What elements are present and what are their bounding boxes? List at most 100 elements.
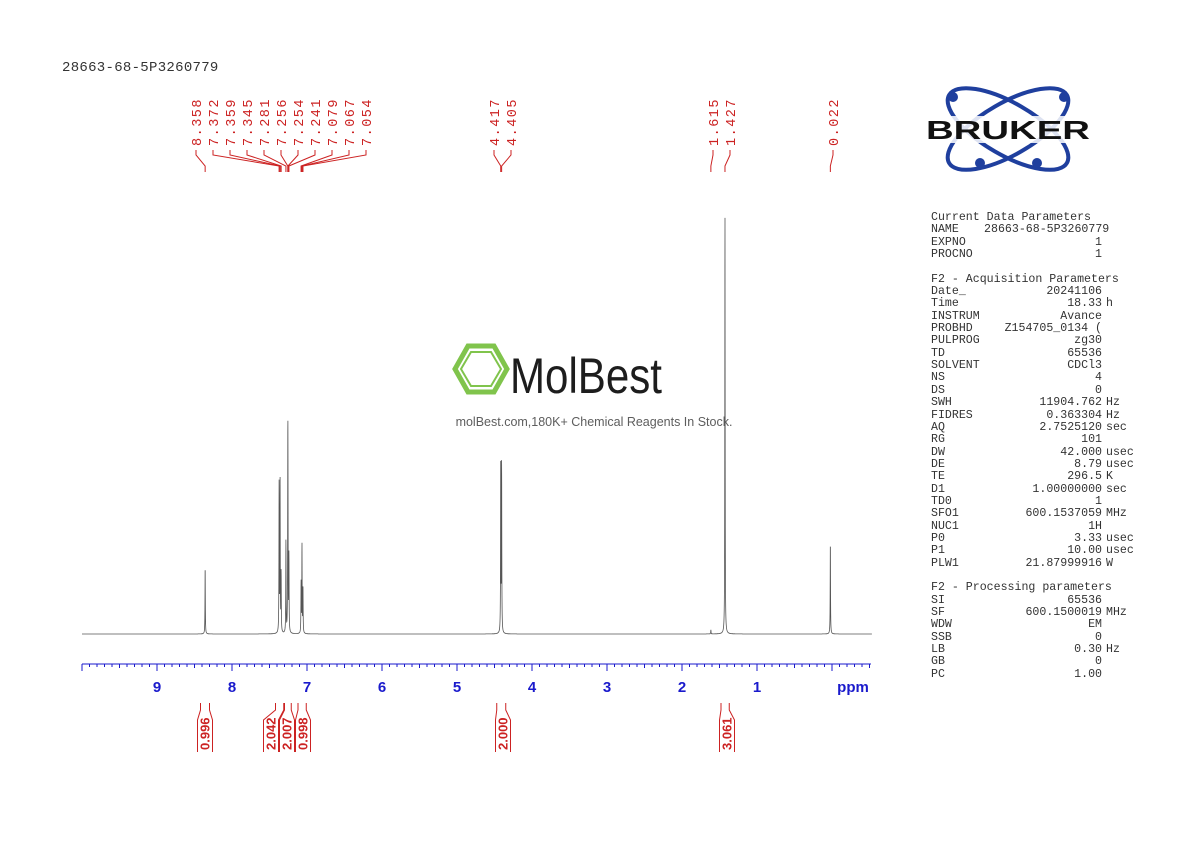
x-tick-label: 3 [603,679,611,696]
param-value: 1 [1095,235,1102,249]
param-key: SOLVENT [931,359,980,373]
param-unit [1102,656,1136,668]
bruker-logo: BRUKER [924,86,1092,172]
param-key: EXPNO [931,235,966,249]
param-key: NUC1 [931,519,959,533]
x-tick-label: 5 [453,679,461,696]
param-value: 2.7525120 [1039,420,1102,434]
param-unit: MHz [1106,507,1127,521]
x-tick-label: 4 [528,679,537,696]
param-key: PROBHD [931,322,973,336]
peak-label: 7.359 [225,98,240,146]
param-value: 0.363304 [1046,408,1102,422]
peak-label: 7.067 [344,98,359,146]
peak-label: 4.417 [489,98,504,146]
param-row: SFO1 600.1537059 MHz [931,507,1136,521]
param-row: Date_ 20241106 [931,285,1136,298]
param-value: 1.00 [1074,667,1102,681]
param-key: DS [931,383,945,397]
param-value: 0 [1095,630,1102,644]
param-section-heading: F2 - Processing parameters [931,581,1112,595]
param-unit [1102,323,1136,335]
peak-label: 7.054 [361,98,376,146]
param-unit: usec [1106,531,1134,545]
peak-label-leader [493,150,502,172]
param-value: 65536 [1067,346,1102,360]
param-key: FIDRES [931,408,973,422]
param-unit: usec [1106,445,1134,459]
watermark-tagline: molBest.com,180K+ Chemical Reagents In S… [456,415,733,429]
param-row: TD 65536 [931,346,1136,360]
param-value: 65536 [1067,593,1102,607]
ppm-axis: 9 8 7 6 5 4 3 2 1 [81,663,871,696]
integral-bracket [719,703,722,752]
param-value: 1H [1088,519,1102,533]
param-unit [1102,360,1136,372]
param-row: WDW EM [931,618,1136,632]
param-row: SWH 11904.762 Hz [931,396,1136,410]
x-tick-label: 6 [378,679,386,696]
peak-label: 7.241 [310,98,325,146]
peak-label: 8.358 [191,98,206,146]
param-value: zg30 [1074,334,1102,348]
bruker-logo-text: BRUKER [926,115,1090,145]
benzene-logo-icon [452,343,510,395]
param-section-heading: F2 - Acquisition Parameters [931,272,1119,286]
param-key: PC [931,667,945,681]
peak-label: 7.254 [293,98,308,146]
param-value: 600.1500019 [1025,606,1102,619]
x-tick-label: 7 [303,679,311,696]
param-unit [1102,619,1136,631]
acquisition-parameters-panel: Current Data Parameters NAME 28663-68-5P32… [931,211,1136,681]
param-unit [1102,434,1136,446]
param-row: DS 0 [931,383,1136,397]
peak-label-leader [829,150,834,172]
peak-label-leader [287,150,299,172]
param-row: DW 42.000 usec [931,445,1136,459]
param-value: 3.33 [1074,531,1102,545]
integral-value: 2.007 [280,717,295,750]
peak-label-leader [212,150,280,172]
integral-bracket [263,703,276,752]
param-row: NUC1 1H [931,519,1136,533]
param-unit [1102,311,1136,323]
param-value: 0 [1095,383,1102,397]
x-tick-label: 9 [153,679,161,696]
peak-label: 7.345 [242,98,257,146]
peak-label-leader [724,150,731,172]
peak-label-leader [300,150,333,172]
param-row: PROCNO 1 [931,248,1136,262]
x-axis-label: ppm [837,679,869,696]
param-value: 0 [1095,655,1102,669]
param-row: PC 1.00 [931,667,1136,681]
param-key: NS [931,371,945,385]
param-value: Avance [1060,309,1102,323]
spectrum-title: 28663-68-5P3260779 [62,60,219,76]
param-value: 28663-68-5P3260779 [984,223,1110,237]
param-key: TD0 [931,494,952,508]
integral-bracket [505,703,511,752]
param-key: PULPROG [931,334,980,348]
param-key: SSB [931,630,952,644]
param-value: 1.00000000 [1032,482,1102,496]
param-value: 11904.762 [1039,396,1102,410]
integral-bracket [197,703,201,752]
peak-label: 0.022 [828,98,843,146]
param-value: 296.5 [1067,470,1102,484]
peak-label: 7.372 [208,98,223,146]
param-key: PROCNO [931,248,973,262]
integral-bracket [305,703,311,752]
param-row: AQ 2.7525120 sec [931,420,1136,434]
peak-label-leader [280,150,289,172]
param-unit [1109,224,1136,236]
param-row: D1 1.00000000 sec [931,482,1136,496]
param-unit: usec [1106,457,1134,471]
param-key: WDW [931,618,952,632]
param-value: 21.87999916 [1025,556,1102,570]
param-key: RG [931,433,945,447]
peak-label: 1.427 [725,98,740,146]
param-unit: sec [1106,482,1127,496]
param-row: SF 600.1500019 MHz [931,606,1136,619]
param-key: SWH [931,396,952,410]
watermark-brand: MolBest [510,348,662,404]
